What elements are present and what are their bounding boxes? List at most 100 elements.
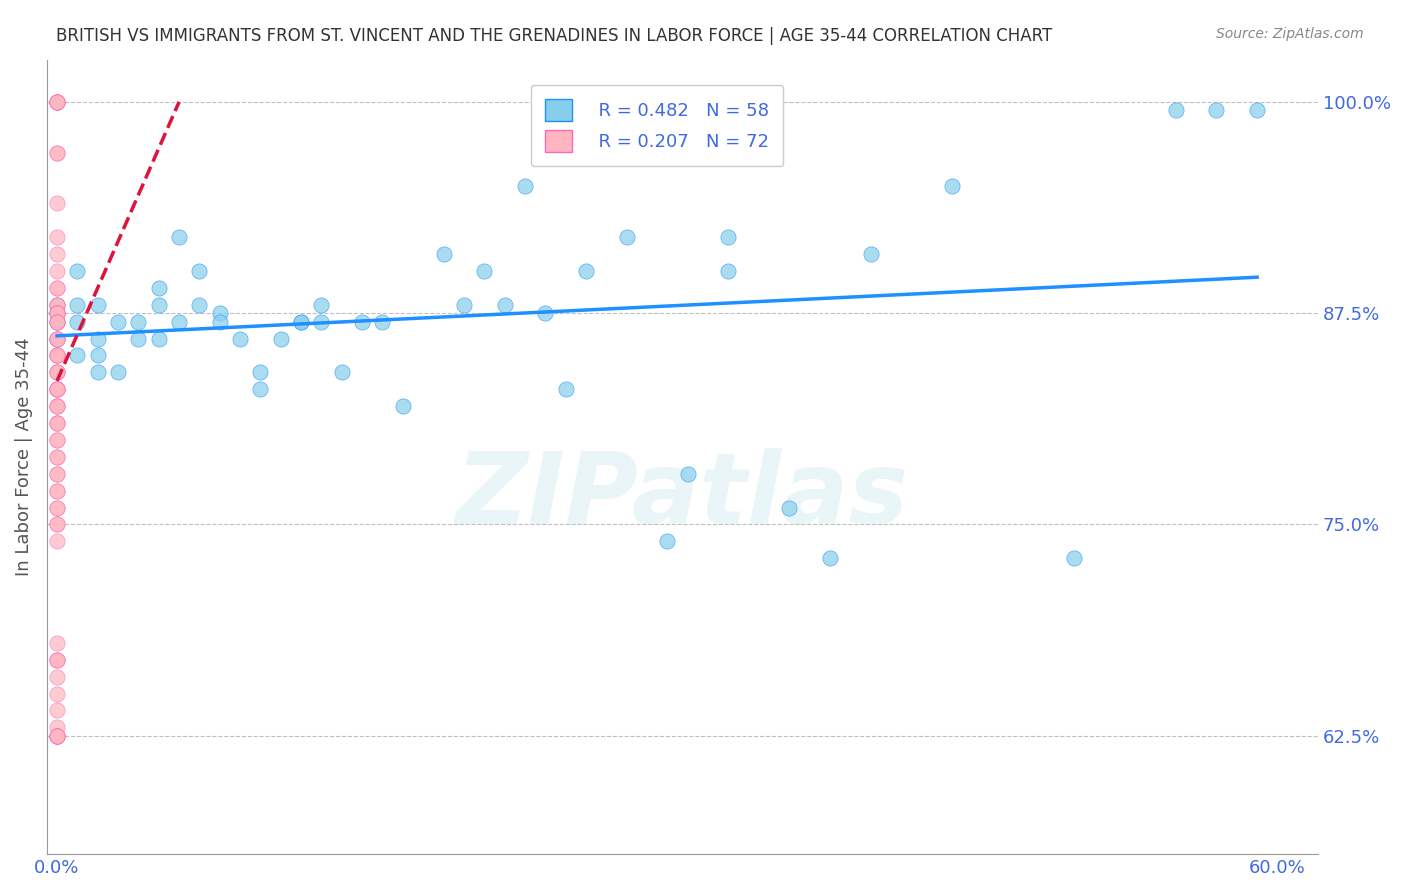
Point xyxy=(46,315,69,329)
Point xyxy=(229,332,252,346)
Y-axis label: In Labor Force | Age 35-44: In Labor Force | Age 35-44 xyxy=(15,337,32,576)
Point xyxy=(46,281,69,295)
Point xyxy=(46,416,69,430)
Point xyxy=(208,315,231,329)
Point xyxy=(46,729,69,743)
Point xyxy=(46,416,69,430)
Point xyxy=(127,315,149,329)
Point xyxy=(66,298,89,312)
Point xyxy=(46,467,69,481)
Text: Source: ZipAtlas.com: Source: ZipAtlas.com xyxy=(1216,27,1364,41)
Point xyxy=(46,365,69,379)
Point xyxy=(46,399,69,413)
Point xyxy=(46,534,69,549)
Point xyxy=(46,348,69,362)
Point xyxy=(1063,551,1085,566)
Point xyxy=(717,264,740,278)
Point xyxy=(148,298,170,312)
Point xyxy=(290,315,312,329)
Point xyxy=(46,332,69,346)
Point xyxy=(46,247,69,261)
Point xyxy=(46,399,69,413)
Point xyxy=(66,348,89,362)
Point xyxy=(46,145,69,160)
Point xyxy=(107,315,129,329)
Point xyxy=(46,636,69,650)
Point xyxy=(46,95,69,109)
Point xyxy=(46,687,69,701)
Point xyxy=(46,450,69,464)
Point xyxy=(46,517,69,532)
Point xyxy=(46,382,69,396)
Point xyxy=(87,348,110,362)
Point xyxy=(46,315,69,329)
Point xyxy=(46,483,69,498)
Point xyxy=(371,315,394,329)
Point xyxy=(657,534,679,549)
Point xyxy=(46,653,69,667)
Point xyxy=(46,332,69,346)
Point xyxy=(311,298,333,312)
Point xyxy=(46,264,69,278)
Point xyxy=(167,315,190,329)
Point xyxy=(270,332,292,346)
Point xyxy=(46,306,69,320)
Point xyxy=(46,483,69,498)
Point xyxy=(46,720,69,734)
Point xyxy=(554,382,576,396)
Point xyxy=(87,365,110,379)
Point xyxy=(188,298,211,312)
Point xyxy=(46,306,69,320)
Point xyxy=(148,281,170,295)
Text: BRITISH VS IMMIGRANTS FROM ST. VINCENT AND THE GRENADINES IN LABOR FORCE | AGE 3: BRITISH VS IMMIGRANTS FROM ST. VINCENT A… xyxy=(56,27,1053,45)
Point xyxy=(453,298,475,312)
Legend:   R = 0.482   N = 58,   R = 0.207   N = 72: R = 0.482 N = 58, R = 0.207 N = 72 xyxy=(531,85,783,167)
Point xyxy=(352,315,374,329)
Point xyxy=(46,416,69,430)
Point xyxy=(87,298,110,312)
Point xyxy=(859,247,882,261)
Point xyxy=(46,729,69,743)
Point xyxy=(513,179,536,194)
Point xyxy=(818,551,841,566)
Point xyxy=(575,264,598,278)
Point xyxy=(290,315,312,329)
Point xyxy=(46,95,69,109)
Point xyxy=(188,264,211,278)
Point xyxy=(330,365,353,379)
Point xyxy=(46,433,69,447)
Point xyxy=(46,281,69,295)
Point xyxy=(1205,103,1227,118)
Point xyxy=(46,500,69,515)
Point xyxy=(107,365,129,379)
Point xyxy=(46,653,69,667)
Point xyxy=(46,433,69,447)
Point xyxy=(46,450,69,464)
Point xyxy=(46,365,69,379)
Point xyxy=(66,315,89,329)
Point xyxy=(46,95,69,109)
Point xyxy=(46,729,69,743)
Point xyxy=(1246,103,1268,118)
Point xyxy=(46,729,69,743)
Point xyxy=(46,467,69,481)
Point xyxy=(311,315,333,329)
Point xyxy=(127,332,149,346)
Point xyxy=(676,467,699,481)
Point xyxy=(46,145,69,160)
Point xyxy=(46,306,69,320)
Point xyxy=(472,264,495,278)
Point xyxy=(46,298,69,312)
Point xyxy=(46,399,69,413)
Point xyxy=(46,348,69,362)
Point xyxy=(46,348,69,362)
Point xyxy=(717,230,740,244)
Point xyxy=(46,517,69,532)
Point xyxy=(494,298,516,312)
Point xyxy=(46,315,69,329)
Point xyxy=(941,179,963,194)
Point xyxy=(46,306,69,320)
Point xyxy=(46,365,69,379)
Point xyxy=(46,332,69,346)
Point xyxy=(46,196,69,211)
